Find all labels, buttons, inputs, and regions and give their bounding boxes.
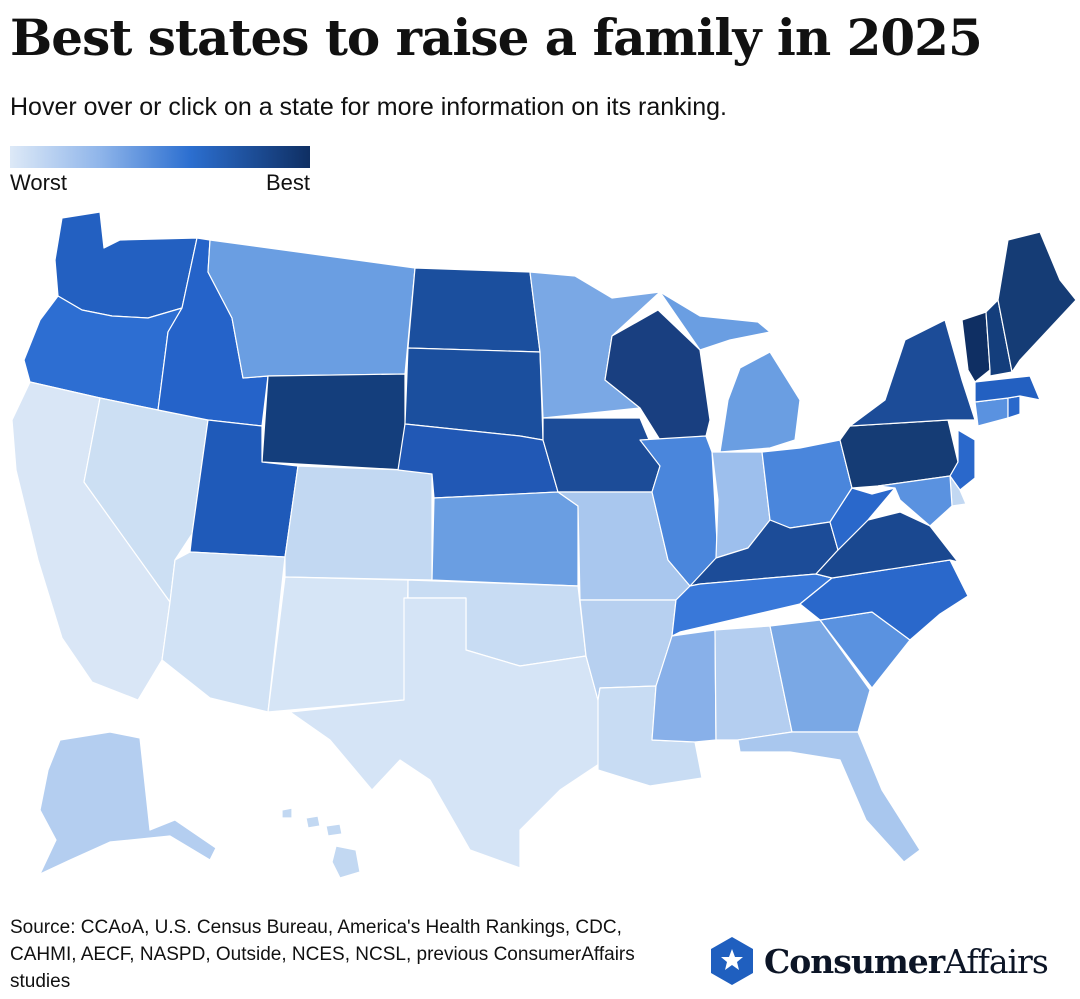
page-title: Best states to raise a family in 2025	[10, 8, 983, 67]
state-KS[interactable]	[431, 491, 579, 587]
us-choropleth-map	[11, 211, 1077, 879]
state-MT[interactable]	[207, 239, 416, 379]
source-note: Source: CCAoA, U.S. Census Bureau, Ameri…	[10, 917, 635, 992]
brand-wordmark: ConsumerAffairs	[764, 941, 1049, 981]
legend-max-label: Best	[265, 170, 310, 195]
state-TX[interactable]	[289, 597, 609, 869]
state-MA[interactable]	[974, 375, 1041, 403]
state-MD[interactable]	[877, 475, 953, 527]
brand-logo[interactable]: ConsumerAffairs	[708, 935, 1049, 987]
legend-min-label: Worst	[10, 170, 68, 195]
state-GA[interactable]	[769, 619, 871, 733]
state-RI[interactable]	[1007, 395, 1021, 419]
state-NM[interactable]	[267, 576, 409, 713]
state-FL[interactable]	[737, 731, 921, 863]
legend-gradient-bar	[10, 146, 310, 168]
state-MI[interactable]	[659, 291, 801, 453]
state-CO[interactable]	[284, 465, 433, 581]
state-HI[interactable]	[281, 807, 361, 879]
state-ND[interactable]	[407, 267, 541, 353]
state-ME[interactable]	[997, 231, 1077, 373]
color-legend: Worst Best	[10, 146, 310, 196]
state-VT[interactable]	[961, 311, 991, 383]
state-NY[interactable]	[849, 319, 976, 427]
star-hexagon-icon	[711, 937, 753, 985]
state-CT[interactable]	[974, 397, 1009, 427]
page-subtitle: Hover over or click on a state for more …	[10, 93, 727, 121]
state-AK[interactable]	[39, 731, 217, 875]
state-WY[interactable]	[261, 373, 406, 471]
state-IA[interactable]	[542, 417, 661, 493]
state-WA[interactable]	[54, 211, 198, 319]
state-NH[interactable]	[985, 299, 1013, 377]
state-AZ[interactable]	[161, 551, 286, 713]
